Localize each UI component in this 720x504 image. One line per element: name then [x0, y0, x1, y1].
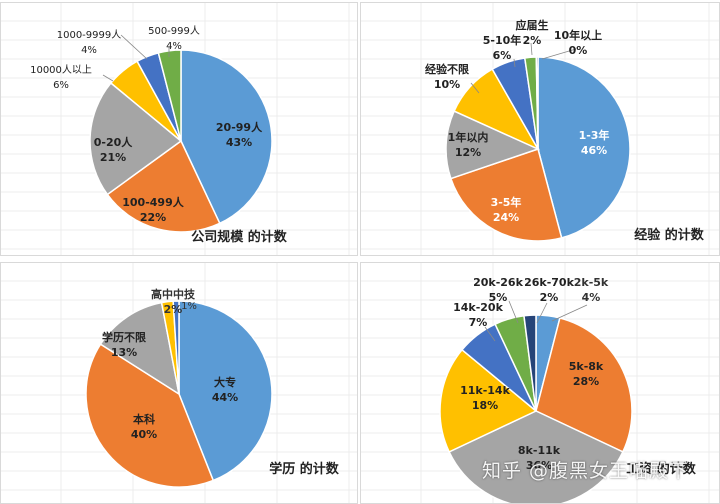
pie-slice — [439, 348, 538, 453]
chart-panel-education: 大专 44% 本科 40% 学历不限 13% 高中中技 2% 1% 学历 的计数 — [0, 262, 358, 504]
slice-percent-label: 1% — [181, 301, 197, 312]
chart-title: 学历 的计数 — [269, 461, 340, 477]
chart-title: 经验 的计数 — [634, 227, 705, 243]
slice-label: 0-20人 — [94, 135, 134, 149]
slice-percent-label: 2% — [523, 34, 542, 47]
slice-percent-label: 46% — [581, 144, 607, 157]
slice-percent-label: 22% — [140, 211, 166, 224]
pie-chart-salary: 2k-5k 4% 5k-8k 28% 8k-11k 36% 11k-14k 18% 14k-20… — [361, 263, 719, 503]
pie-slice — [445, 110, 541, 180]
pie-slice — [106, 139, 221, 233]
chart-panel-salary: 2k-5k 4% 5k-8k 28% 8k-11k 36% 11k-14k 18% 14k-20… — [360, 262, 720, 504]
leader-line — [536, 302, 548, 324]
chart-title: 工资 的计数 — [626, 461, 697, 477]
slice-label: 14k-20k — [453, 301, 503, 314]
slice-label: 8k-11k — [518, 444, 561, 457]
slice-percent-label: 43% — [226, 136, 252, 149]
slice-label: 1-3年 — [579, 128, 610, 142]
slice-label: 3-5年 — [491, 195, 522, 209]
leader-line — [120, 34, 148, 60]
slice-label: 5k-8k — [569, 360, 604, 373]
leader-line — [530, 42, 533, 56]
slice-percent-label: 36% — [526, 459, 552, 472]
slice-percent-label: 12% — [455, 146, 481, 159]
slice-percent-label: 24% — [493, 211, 519, 224]
slice-percent-label: 18% — [472, 399, 498, 412]
slice-percent-label: 4% — [81, 45, 97, 56]
pie-slice — [85, 343, 215, 488]
slice-percent-label: 13% — [111, 346, 137, 359]
pie-slice — [537, 56, 631, 239]
slice-label: 1000-9999人 — [57, 29, 122, 41]
pie-chart-company-size: 20-99人 43% 100-499人 22% 0-20人 21% 10000人以上 6% 10… — [1, 3, 357, 255]
slice-label: 10000人以上 — [30, 64, 92, 76]
slice-percent-label: 4% — [582, 291, 601, 304]
pie-slice — [449, 148, 563, 242]
chart-panel-company-size: 20-99人 43% 100-499人 22% 0-20人 21% 10000人以上 6% 10… — [0, 2, 358, 256]
pie-chart-education: 大专 44% 本科 40% 学历不限 13% 高中中技 2%1% 学历 的计数 — [1, 263, 357, 503]
slice-label: 100-499人 — [122, 195, 184, 209]
slice-label: 500-999人 — [148, 25, 200, 37]
pie-slice — [172, 300, 180, 395]
leader-line — [513, 58, 516, 68]
pie-slices — [89, 49, 273, 233]
pie-slice — [448, 410, 624, 503]
pie-slices — [439, 314, 633, 503]
slice-percent-label: 0% — [569, 44, 588, 57]
leader-line — [470, 82, 480, 94]
slice-label: 应届生 — [516, 18, 549, 32]
slice-percent-label: 21% — [100, 151, 126, 164]
pie-chart-experience: 1-3年 46% 3-5年 24% 1年以内 12% 经验不限 10% 5-10年 6% 应届生 2%… — [361, 3, 719, 255]
leader-line — [484, 326, 496, 342]
slice-percent-label: 6% — [53, 80, 69, 91]
pie-slice — [180, 49, 273, 225]
chart-title: 公司规模 的计数 — [191, 229, 288, 245]
chart-panel-experience: 1-3年 46% 3-5年 24% 1年以内 12% 经验不限 10% 5-10年 6% 应届生 2%… — [360, 2, 720, 256]
slice-label: 高中中技 — [151, 287, 196, 301]
slice-percent-label: 7% — [469, 316, 488, 329]
pie-slice — [99, 301, 181, 396]
slice-label: 26k-70k — [524, 276, 574, 289]
pie-slice — [535, 317, 633, 453]
pie-slices — [445, 56, 631, 242]
slice-percent-label: 28% — [573, 375, 599, 388]
leader-line — [508, 300, 519, 324]
slice-label: 2k-5k — [574, 276, 609, 289]
slice-label: 学历不限 — [102, 330, 146, 344]
slice-label: 11k-14k — [460, 384, 510, 397]
slice-percent-label: 10% — [434, 78, 460, 91]
slice-label: 1年以内 — [448, 130, 489, 144]
leader-line — [541, 48, 577, 60]
pie-slice — [523, 314, 537, 412]
slice-label: 20-99人 — [216, 120, 263, 134]
pie-slice — [535, 56, 539, 150]
slice-percent-label: 40% — [131, 428, 157, 441]
slice-label: 经验不限 — [425, 62, 469, 76]
slice-percent-label: 2% — [540, 291, 559, 304]
slice-label: 5-10年 — [483, 33, 522, 47]
pie-slice — [89, 81, 183, 196]
slice-label: 10年以上 — [554, 28, 602, 42]
pie-slices — [85, 300, 273, 488]
slice-label: 20k-26k — [473, 276, 523, 289]
slice-label: 本科 — [133, 412, 155, 426]
slice-label: 大专 — [214, 375, 236, 389]
slice-percent-label: 5% — [489, 291, 508, 304]
leader-line — [551, 304, 588, 322]
leader-line — [102, 74, 114, 82]
slice-percent-label: 6% — [493, 49, 512, 62]
pie-slice — [178, 300, 273, 482]
slice-percent-label: 44% — [212, 391, 238, 404]
slice-percent-label: 4% — [166, 41, 182, 52]
pie-slice — [157, 49, 182, 142]
slice-percent-label: 2% — [164, 303, 183, 316]
